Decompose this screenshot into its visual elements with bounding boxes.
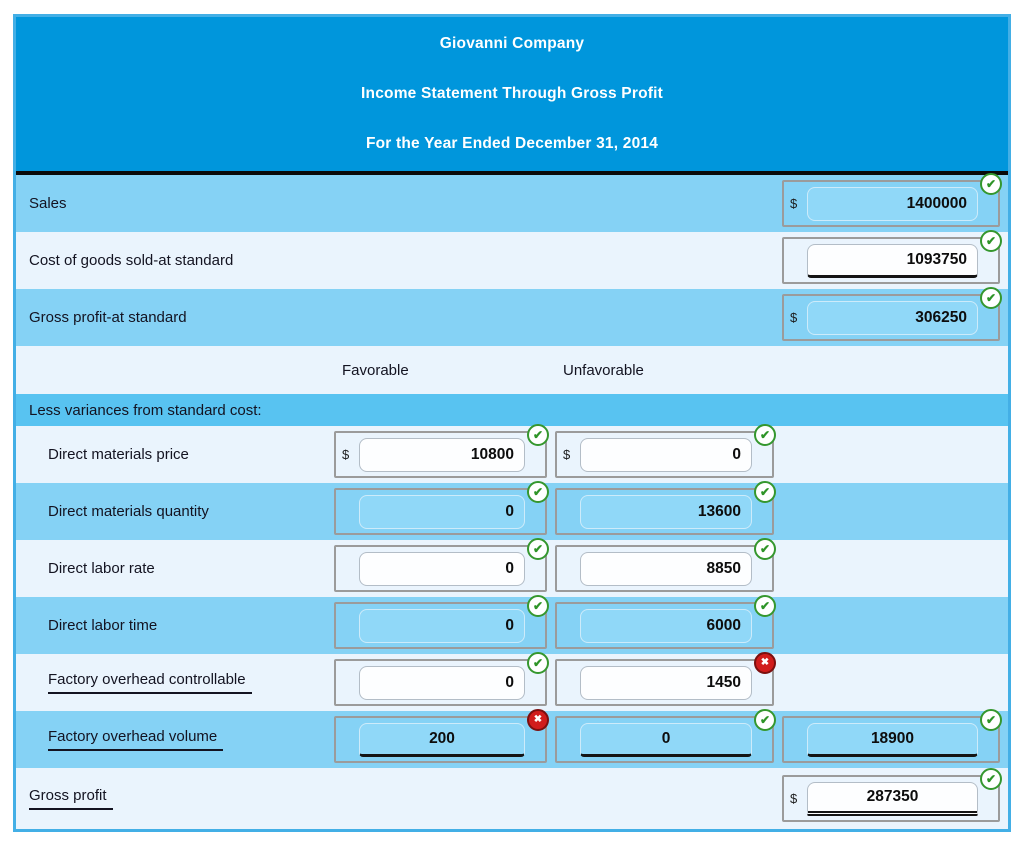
green-check-circle-icon: ✔ bbox=[980, 709, 1002, 731]
row-label: Factory overhead controllable bbox=[16, 671, 334, 694]
row-label: Gross profit-at standard bbox=[16, 309, 334, 326]
green-check-circle-icon: ✔ bbox=[980, 173, 1002, 195]
section-row: Less variances from standard cost: bbox=[16, 394, 1008, 426]
green-check-circle-icon: ✔ bbox=[527, 538, 549, 560]
row-label-text: Cost of goods sold-at standard bbox=[29, 252, 234, 269]
green-check-circle-icon: ✔ bbox=[527, 424, 549, 446]
amount-input[interactable]: 287350 bbox=[807, 781, 978, 816]
row-label-text: Gross profit-at standard bbox=[29, 309, 187, 326]
table-row: Direct materials price $10800 ✔ $0 ✔ bbox=[16, 424, 1008, 483]
currency-symbol: $ bbox=[563, 447, 571, 462]
table-row: Gross profit $287350 ✔ bbox=[16, 768, 1008, 829]
value-cell-unfavorable: 8850 ✔ bbox=[555, 538, 776, 592]
income-statement-table: Giovanni Company Income Statement Throug… bbox=[13, 14, 1011, 832]
row-label: Direct labor rate bbox=[16, 560, 334, 577]
favorable-column-header: Favorable bbox=[342, 361, 409, 379]
currency-symbol: $ bbox=[790, 196, 798, 211]
row-label-text: Direct materials price bbox=[48, 446, 189, 463]
row-label: Direct labor time bbox=[16, 617, 334, 634]
amount-input[interactable]: 1093750 bbox=[807, 243, 978, 278]
amount-input[interactable]: 13600 bbox=[580, 494, 752, 529]
green-check-circle-icon: ✔ bbox=[980, 287, 1002, 309]
currency-symbol: $ bbox=[342, 447, 350, 462]
value-cell-unfavorable: 0 ✔ bbox=[555, 709, 776, 763]
amount-input[interactable]: 1400000 bbox=[807, 186, 978, 221]
green-check-circle-icon: ✔ bbox=[980, 230, 1002, 252]
value-cell-unfavorable: 1450 ✖ bbox=[555, 652, 776, 706]
green-check-circle-icon: ✔ bbox=[754, 709, 776, 731]
amount-input[interactable]: 200 bbox=[359, 722, 525, 757]
unfavorable-column-header: Unfavorable bbox=[563, 361, 644, 379]
value-cell-favorable: 200 ✖ bbox=[334, 709, 549, 763]
amount-input[interactable]: 0 bbox=[359, 665, 525, 700]
value-cell-favorable: $10800 ✔ bbox=[334, 424, 549, 478]
row-label: Factory overhead volume bbox=[16, 728, 334, 751]
currency-symbol: $ bbox=[790, 310, 798, 325]
row-label: Cost of goods sold-at standard bbox=[16, 252, 334, 269]
row-label-text: Factory overhead volume bbox=[48, 728, 224, 751]
table-row: Gross profit-at standard $306250 ✔ bbox=[16, 287, 1008, 346]
value-cell-favorable: 0 ✔ bbox=[334, 595, 549, 649]
table-row: Direct labor time 0 ✔ 6000 ✔ bbox=[16, 595, 1008, 654]
green-check-circle-icon: ✔ bbox=[527, 652, 549, 674]
amount-input[interactable]: 0 bbox=[580, 722, 752, 757]
value-cell-amount: $287350 ✔ bbox=[782, 768, 1002, 822]
amount-input[interactable]: 10800 bbox=[359, 437, 525, 472]
column-header-row: Favorable Unfavorable bbox=[16, 346, 1008, 394]
amount-input[interactable]: 6000 bbox=[580, 608, 752, 643]
row-label-text: Direct labor rate bbox=[48, 560, 155, 577]
row-label-text: Direct materials quantity bbox=[48, 503, 209, 520]
green-check-circle-icon: ✔ bbox=[980, 768, 1002, 790]
table-row: Factory overhead volume 200 ✖ 0 ✔ 18900 ✔ bbox=[16, 709, 1008, 768]
statement-title: Income Statement Through Gross Profit bbox=[361, 85, 663, 102]
amount-input[interactable]: 0 bbox=[359, 551, 525, 586]
amount-input[interactable]: 0 bbox=[359, 608, 525, 643]
row-label-text: Gross profit bbox=[29, 787, 113, 810]
value-cell-favorable: 0 ✔ bbox=[334, 652, 549, 706]
value-cell-unfavorable: 6000 ✔ bbox=[555, 595, 776, 649]
amount-input[interactable]: 8850 bbox=[580, 551, 752, 586]
value-cell-amount: 18900 ✔ bbox=[782, 709, 1002, 763]
value-cell-unfavorable: $0 ✔ bbox=[555, 424, 776, 478]
row-label: Sales bbox=[16, 195, 334, 212]
statement-period: For the Year Ended December 31, 2014 bbox=[365, 135, 659, 152]
row-label: Direct materials quantity bbox=[16, 503, 334, 520]
green-check-circle-icon: ✔ bbox=[754, 424, 776, 446]
table-row: Direct materials quantity 0 ✔ 13600 ✔ bbox=[16, 481, 1008, 540]
statement-header: Giovanni Company Income Statement Throug… bbox=[16, 17, 1008, 175]
amount-input[interactable]: 18900 bbox=[807, 722, 978, 757]
red-x-circle-icon: ✖ bbox=[754, 652, 776, 674]
amount-input[interactable]: 1450 bbox=[580, 665, 752, 700]
table-row: Factory overhead controllable 0 ✔ 1450 ✖ bbox=[16, 652, 1008, 711]
green-check-circle-icon: ✔ bbox=[754, 595, 776, 617]
green-check-circle-icon: ✔ bbox=[754, 481, 776, 503]
green-check-circle-icon: ✔ bbox=[527, 595, 549, 617]
amount-input[interactable]: 0 bbox=[359, 494, 525, 529]
amount-input[interactable]: 306250 bbox=[807, 300, 978, 335]
amount-input[interactable]: 0 bbox=[580, 437, 752, 472]
row-label: Direct materials price bbox=[16, 446, 334, 463]
value-cell-unfavorable: 13600 ✔ bbox=[555, 481, 776, 535]
table-row: Cost of goods sold-at standard 1093750 ✔ bbox=[16, 230, 1008, 289]
row-label-text: Direct labor time bbox=[48, 617, 158, 634]
value-cell-amount: $1400000 ✔ bbox=[782, 173, 1002, 227]
table-row: Direct labor rate 0 ✔ 8850 ✔ bbox=[16, 538, 1008, 597]
green-check-circle-icon: ✔ bbox=[527, 481, 549, 503]
row-label: Gross profit bbox=[16, 787, 334, 810]
value-cell-amount: 1093750 ✔ bbox=[782, 230, 1002, 284]
company-name: Giovanni Company bbox=[439, 35, 585, 52]
table-row: Sales $1400000 ✔ bbox=[16, 173, 1008, 232]
row-label-text: Factory overhead controllable bbox=[48, 671, 252, 694]
green-check-circle-icon: ✔ bbox=[754, 538, 776, 560]
statement-rows: Sales $1400000 ✔ Cost of goods sold-at stan… bbox=[16, 173, 1008, 829]
value-cell-favorable: 0 ✔ bbox=[334, 481, 549, 535]
value-cell-favorable: 0 ✔ bbox=[334, 538, 549, 592]
currency-symbol: $ bbox=[790, 791, 798, 806]
value-cell-amount: $306250 ✔ bbox=[782, 287, 1002, 341]
section-label: Less variances from standard cost: bbox=[29, 401, 262, 419]
red-x-circle-icon: ✖ bbox=[527, 709, 549, 731]
row-label-text: Sales bbox=[29, 195, 67, 212]
